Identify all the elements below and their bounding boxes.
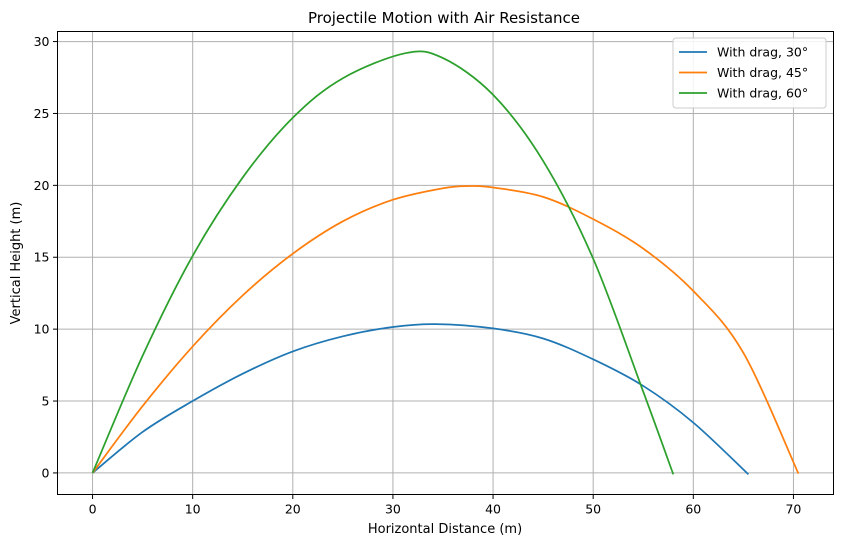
x-tick-label: 30 (385, 502, 401, 517)
x-tick-label: 20 (285, 502, 301, 517)
legend-label-3: With drag, 60° (717, 86, 808, 101)
y-tick-label: 30 (34, 34, 50, 49)
legend-box (672, 37, 827, 109)
x-tick-label: 0 (89, 502, 97, 517)
series-line-3 (91, 50, 675, 475)
x-tick-label: 70 (785, 502, 801, 517)
series-line-2 (91, 185, 800, 475)
y-tick-label: 15 (34, 250, 50, 265)
legend-label-1: With drag, 30° (717, 45, 808, 60)
y-axis-label: Vertical Height (m) (9, 202, 24, 325)
y-axis: 0 5 10 15 20 25 30 (34, 34, 58, 480)
y-tick-label: 20 (34, 178, 50, 193)
chart-title: Projectile Motion with Air Resistance (308, 9, 580, 27)
y-tick-label: 0 (42, 465, 50, 480)
x-tick-label: 40 (485, 502, 501, 517)
x-tick-label: 50 (585, 502, 601, 517)
y-tick-label: 5 (42, 394, 50, 409)
plot-frame (57, 31, 834, 495)
legend-label-2: With drag, 45° (717, 65, 808, 80)
x-tick-label: 10 (185, 502, 201, 517)
x-axis: 0 10 20 30 40 50 60 70 (89, 494, 801, 517)
y-tick-label: 10 (34, 322, 50, 337)
series-line-1 (91, 323, 749, 476)
x-axis-label: Horizontal Distance (m) (368, 522, 522, 537)
legend: With drag, 30° With drag, 45° With drag, 6… (672, 37, 827, 109)
y-tick-label: 25 (34, 106, 50, 121)
series-group (91, 50, 800, 476)
x-tick-label: 60 (685, 502, 701, 517)
grid (57, 31, 834, 495)
